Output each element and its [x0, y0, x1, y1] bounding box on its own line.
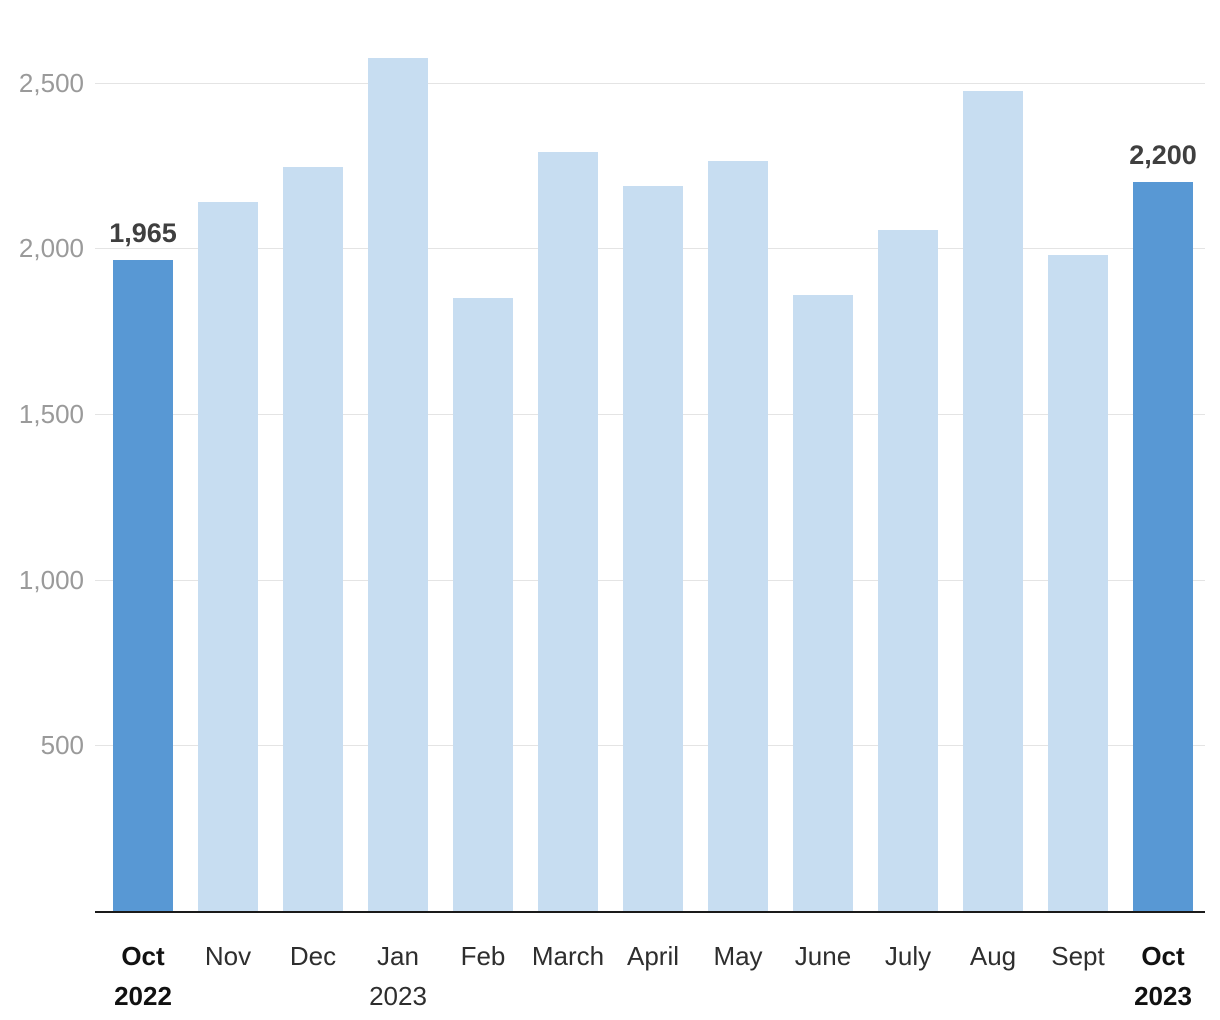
x-axis-label: Nov [158, 936, 298, 976]
x-axis-label: Aug [923, 936, 1063, 976]
x-axis-label: Jan 2023 [328, 936, 468, 1016]
x-axis-label-line2: 2023 [369, 981, 427, 1011]
bar [793, 295, 853, 911]
bar [623, 186, 683, 911]
x-axis-label-line1: Nov [204, 941, 252, 971]
bar-highlighted [1133, 182, 1193, 911]
y-axis-tick-label: 500 [40, 730, 84, 760]
x-axis-label-line1: April [626, 941, 679, 971]
bar [1048, 255, 1108, 911]
bar-highlighted [113, 260, 173, 911]
x-axis-label-line1: March [531, 941, 605, 971]
x-axis-label-line1: July [884, 941, 932, 971]
x-axis-label: Dec [243, 936, 383, 976]
x-axis-label-line1: Aug [969, 941, 1017, 971]
gridline [95, 83, 1205, 84]
y-axis-tick-label: 1,500 [18, 399, 84, 429]
x-axis-label-line1: Dec [289, 941, 337, 971]
x-axis-label: Oct 2023 [1093, 936, 1220, 1016]
bar-value-label: 1,965 [109, 218, 177, 248]
bar [538, 152, 598, 911]
x-axis-label: Feb [413, 936, 553, 976]
x-axis-label: May [668, 936, 808, 976]
x-axis-label-line1: Feb [460, 941, 506, 971]
y-axis-tick-label: 1,000 [18, 565, 84, 595]
x-axis-label: March [498, 936, 638, 976]
x-axis-label-line1: Oct [1141, 941, 1185, 971]
bar [198, 202, 258, 911]
x-axis-label: Sept [1008, 936, 1148, 976]
y-axis-tick-label: 2,500 [18, 68, 84, 98]
x-axis-label: Oct 2022 [73, 936, 213, 1016]
x-axis-label-line1: May [713, 941, 763, 971]
x-axis-label-line1: Jan [377, 941, 419, 971]
bar [963, 91, 1023, 911]
x-axis-label-line1: June [794, 941, 852, 971]
x-axis-label: June [753, 936, 893, 976]
bar-value-label: 2,200 [1129, 140, 1197, 170]
bar [283, 167, 343, 911]
x-axis-label-line1: Oct [121, 941, 165, 971]
x-axis-label-line1: Sept [1051, 941, 1105, 971]
y-axis-tick-label: 2,000 [18, 233, 84, 263]
bar [368, 58, 428, 911]
bar [708, 161, 768, 911]
bar [878, 230, 938, 911]
bar [453, 298, 513, 911]
x-axis-label-line2: 2022 [114, 981, 172, 1011]
x-axis-label: July [838, 936, 978, 976]
x-axis-label-line2: 2023 [1134, 981, 1192, 1011]
x-axis-line [95, 911, 1205, 913]
x-axis-label: April [583, 936, 723, 976]
